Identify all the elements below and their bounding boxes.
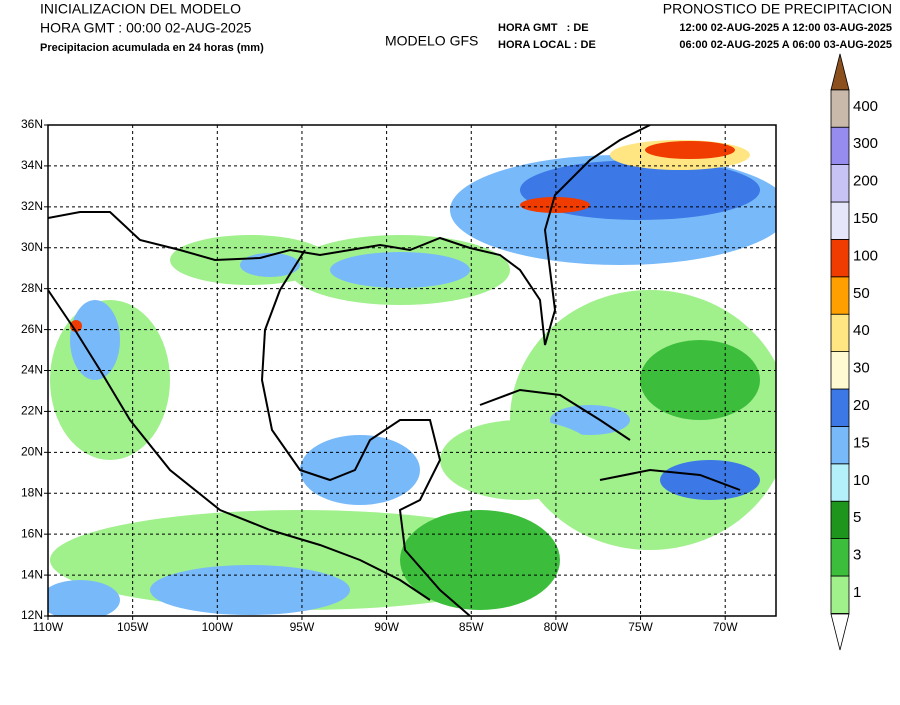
colorbar-box [830, 500, 850, 540]
lat-label: 16N [21, 526, 43, 540]
lon-label: 90W [374, 620, 399, 634]
lat-label: 18N [21, 485, 43, 499]
gmt-label: HORA GMT : DE [498, 22, 589, 34]
colorbar-box [830, 276, 850, 315]
colorbar-box [830, 164, 850, 203]
colorbar-box [830, 463, 850, 502]
lon-label: 100W [202, 620, 234, 634]
forecast-title: PRONOSTICO DE PRECIPITACION [663, 1, 892, 17]
lon-label: 85W [459, 620, 484, 634]
colorbar-box [830, 538, 850, 577]
lat-label: 30N [21, 240, 43, 254]
lon-label: 110W [33, 620, 64, 634]
colorbar-label: 300 [853, 135, 878, 152]
colorbar-label: 400 [853, 98, 878, 115]
colorbar-label: 10 [853, 472, 870, 489]
colorbar-box [830, 313, 850, 353]
colorbar-label: 50 [853, 285, 870, 302]
colorbar-label: 20 [853, 397, 870, 414]
local-label: HORA LOCAL : DE [498, 39, 596, 51]
lon-label: 105W [117, 620, 149, 634]
colorbar-label: 40 [853, 322, 870, 339]
lat-label: 22N [21, 404, 43, 418]
lat-label: 36N [21, 117, 43, 131]
gmt-range: 12:00 02-AUG-2025 A 12:00 03-AUG-2025 [679, 22, 892, 34]
colorbar-label: 15 [853, 434, 870, 451]
colorbar-label: 5 [853, 509, 861, 526]
colorbar-label: 100 [853, 247, 878, 264]
lat-label: 34N [21, 158, 43, 172]
colorbar-box [830, 89, 850, 128]
colorbar-box [830, 351, 850, 390]
colorbar-box [830, 575, 850, 614]
colorbar-box [830, 201, 850, 240]
lat-label: 20N [21, 445, 43, 459]
lat-label: 28N [21, 281, 43, 295]
lat-label: 12N [21, 608, 43, 622]
colorbar-box [830, 238, 850, 278]
model: MODELO GFS [385, 33, 478, 49]
lat-label: 14N [21, 567, 43, 581]
colorbar-top [830, 53, 850, 91]
colorbar-label: 30 [853, 360, 870, 377]
lat-label: 24N [21, 363, 43, 377]
colorbar-label: 1 [853, 584, 861, 601]
colorbar-box [830, 425, 850, 465]
map-frame [47, 124, 777, 617]
lon-label: 70W [713, 620, 738, 634]
init-title: INICIALIZACION DEL MODELO [40, 1, 241, 17]
colorbar-label: 200 [853, 173, 878, 190]
lon-label: 80W [544, 620, 569, 634]
local-range: 06:00 02-AUG-2025 A 06:00 03-AUG-2025 [679, 39, 892, 51]
colorbar-box [830, 126, 850, 165]
colorbar-bottom [830, 613, 850, 651]
lon-label: 95W [290, 620, 315, 634]
lon-label: 75W [628, 620, 653, 634]
colorbar-label: 150 [853, 210, 878, 227]
colorbar-label: 3 [853, 547, 861, 564]
lat-label: 32N [21, 199, 43, 213]
init-time: HORA GMT : 00:00 02-AUG-2025 [40, 20, 252, 36]
subtitle: Precipitacion acumulada en 24 horas (mm) [40, 42, 264, 54]
precip-field [48, 125, 776, 616]
colorbar-box [830, 388, 850, 427]
lat-label: 26N [21, 322, 43, 336]
